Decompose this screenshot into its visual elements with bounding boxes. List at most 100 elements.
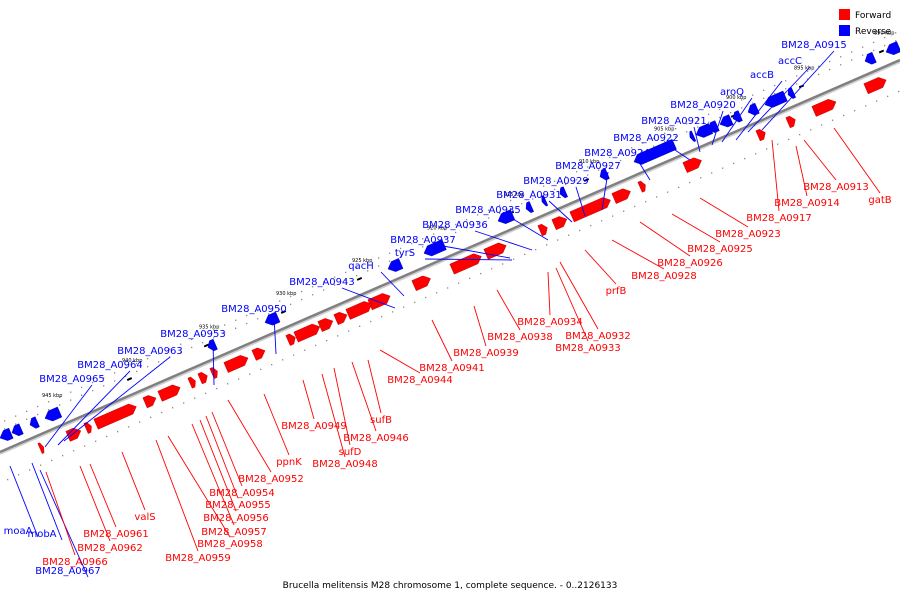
guide-dot: [810, 129, 812, 131]
guide-dot: [337, 335, 339, 337]
guide-dot: [37, 413, 39, 416]
guide-dot: [722, 167, 724, 169]
kbp-tick-label: 920 kbp: [427, 225, 447, 231]
forward-leader-line: [367, 359, 382, 414]
kbp-tick-label: 895 kbp: [794, 66, 814, 72]
guide-dot: [499, 212, 501, 214]
guide-dot: [279, 308, 281, 310]
guide-dot: [733, 162, 735, 165]
guide-dot: [433, 233, 435, 235]
forward-gene-label: BM28_A0923: [715, 229, 781, 240]
reverse-gene-label: moaA: [4, 526, 33, 537]
guide-dot: [447, 287, 449, 289]
guide-dot: [499, 204, 501, 206]
guide-dot: [785, 80, 787, 82]
reverse-gene: [264, 311, 281, 326]
guide-dot: [488, 217, 490, 219]
guide-dot: [887, 95, 889, 97]
reverse-gene: [44, 406, 63, 422]
guide-dot: [323, 281, 325, 283]
forward-gene-label: BM28_A0962: [77, 543, 143, 554]
guide-dot: [414, 301, 416, 303]
reverse-leader-line: [575, 186, 586, 217]
guide-dot: [202, 334, 204, 336]
reverse-gene-label: BM28_A0950: [221, 304, 287, 315]
guide-dot: [257, 318, 259, 320]
forward-gene: [333, 312, 348, 325]
gene-labels-layer: BM28_A0915 accC accB aroQ BM28_A0920 BM28_A09…: [4, 40, 892, 577]
forward-gene-label: BM28_A0939: [453, 348, 519, 359]
guide-dot: [664, 140, 666, 143]
kbp-tick-label: 910 kbp: [579, 159, 599, 165]
guide-dot: [873, 41, 875, 44]
guide-dot: [708, 121, 710, 123]
guide-dot: [246, 314, 248, 317]
kbp-tick-mark: [878, 49, 885, 54]
guide-dot: [4, 428, 6, 430]
forward-gene: [37, 442, 45, 454]
guide-dot: [741, 99, 743, 101]
forward-gene-label: prfB: [606, 286, 627, 297]
guide-dot: [128, 426, 130, 428]
guide-dot: [752, 94, 754, 96]
forward-gene: [317, 318, 334, 332]
kbp-tick-label: 945 kbp: [42, 393, 62, 399]
forward-gene: [863, 77, 887, 95]
guide-dot: [455, 231, 457, 234]
reverse-gene-label: aroQ: [720, 87, 744, 98]
guide-dot: [378, 265, 380, 267]
guide-dot: [719, 108, 721, 111]
guide-dot: [774, 84, 776, 87]
guide-dot: [565, 175, 567, 178]
guide-dot: [268, 313, 270, 315]
forward-leader-line: [155, 439, 199, 552]
reverse-gene-label: accC: [778, 56, 802, 67]
guide-dot: [543, 193, 545, 195]
guide-dot: [587, 174, 589, 176]
guide-dot: [697, 118, 699, 120]
forward-leader-line: [121, 451, 146, 511]
guide-dot: [235, 319, 237, 321]
reverse-leader-line: [735, 80, 783, 141]
kbp-tick-mark: [280, 310, 287, 314]
forward-leader-line: [263, 393, 290, 456]
forward-gene: [569, 197, 611, 223]
forward-gene: [483, 242, 507, 260]
guide-dot: [62, 454, 64, 457]
reverse-gene-label: BM28_A0924: [584, 148, 650, 159]
guide-dot: [854, 110, 856, 112]
reverse-gene-label: BM28_A0964: [77, 360, 143, 371]
kbp-tick-label: 890 kbp: [874, 31, 894, 37]
legend: Forward Reverse: [839, 9, 892, 37]
forward-gene: [682, 157, 702, 173]
guide-dot: [117, 431, 119, 433]
guide-dot: [620, 159, 622, 162]
guide-dot: [191, 346, 193, 349]
guide-dot: [642, 150, 644, 152]
forward-gene-label: BM28_A0926: [657, 258, 723, 269]
leader-lines-layer: [9, 50, 881, 578]
reverse-gene-label: accB: [750, 70, 774, 81]
guide-dot: [392, 311, 394, 313]
legend-reverse-label: Reverse: [855, 27, 892, 37]
reverse-leader-line: [507, 215, 549, 241]
reverse-gene-label: BM28_A0965: [39, 374, 105, 385]
forward-gene: [411, 275, 431, 291]
forward-gene-label: BM28_A0941: [419, 363, 485, 374]
guide-dot: [744, 157, 746, 160]
guide-dot: [260, 368, 262, 371]
forward-gene-label: sufD: [339, 447, 362, 458]
guide-dot: [400, 247, 402, 250]
guide-dot: [378, 257, 380, 259]
guide-dot: [777, 143, 779, 145]
guide-dot: [818, 65, 820, 68]
guide-dot: [367, 262, 369, 264]
reverse-gene: [0, 427, 14, 441]
guide-dot: [282, 359, 284, 361]
guide-dot: [73, 450, 75, 452]
guide-dot: [700, 177, 702, 179]
guide-dot: [224, 324, 226, 326]
reverse-leader-line: [665, 143, 691, 161]
guide-dot: [40, 464, 42, 466]
guide-dot: [268, 305, 270, 307]
